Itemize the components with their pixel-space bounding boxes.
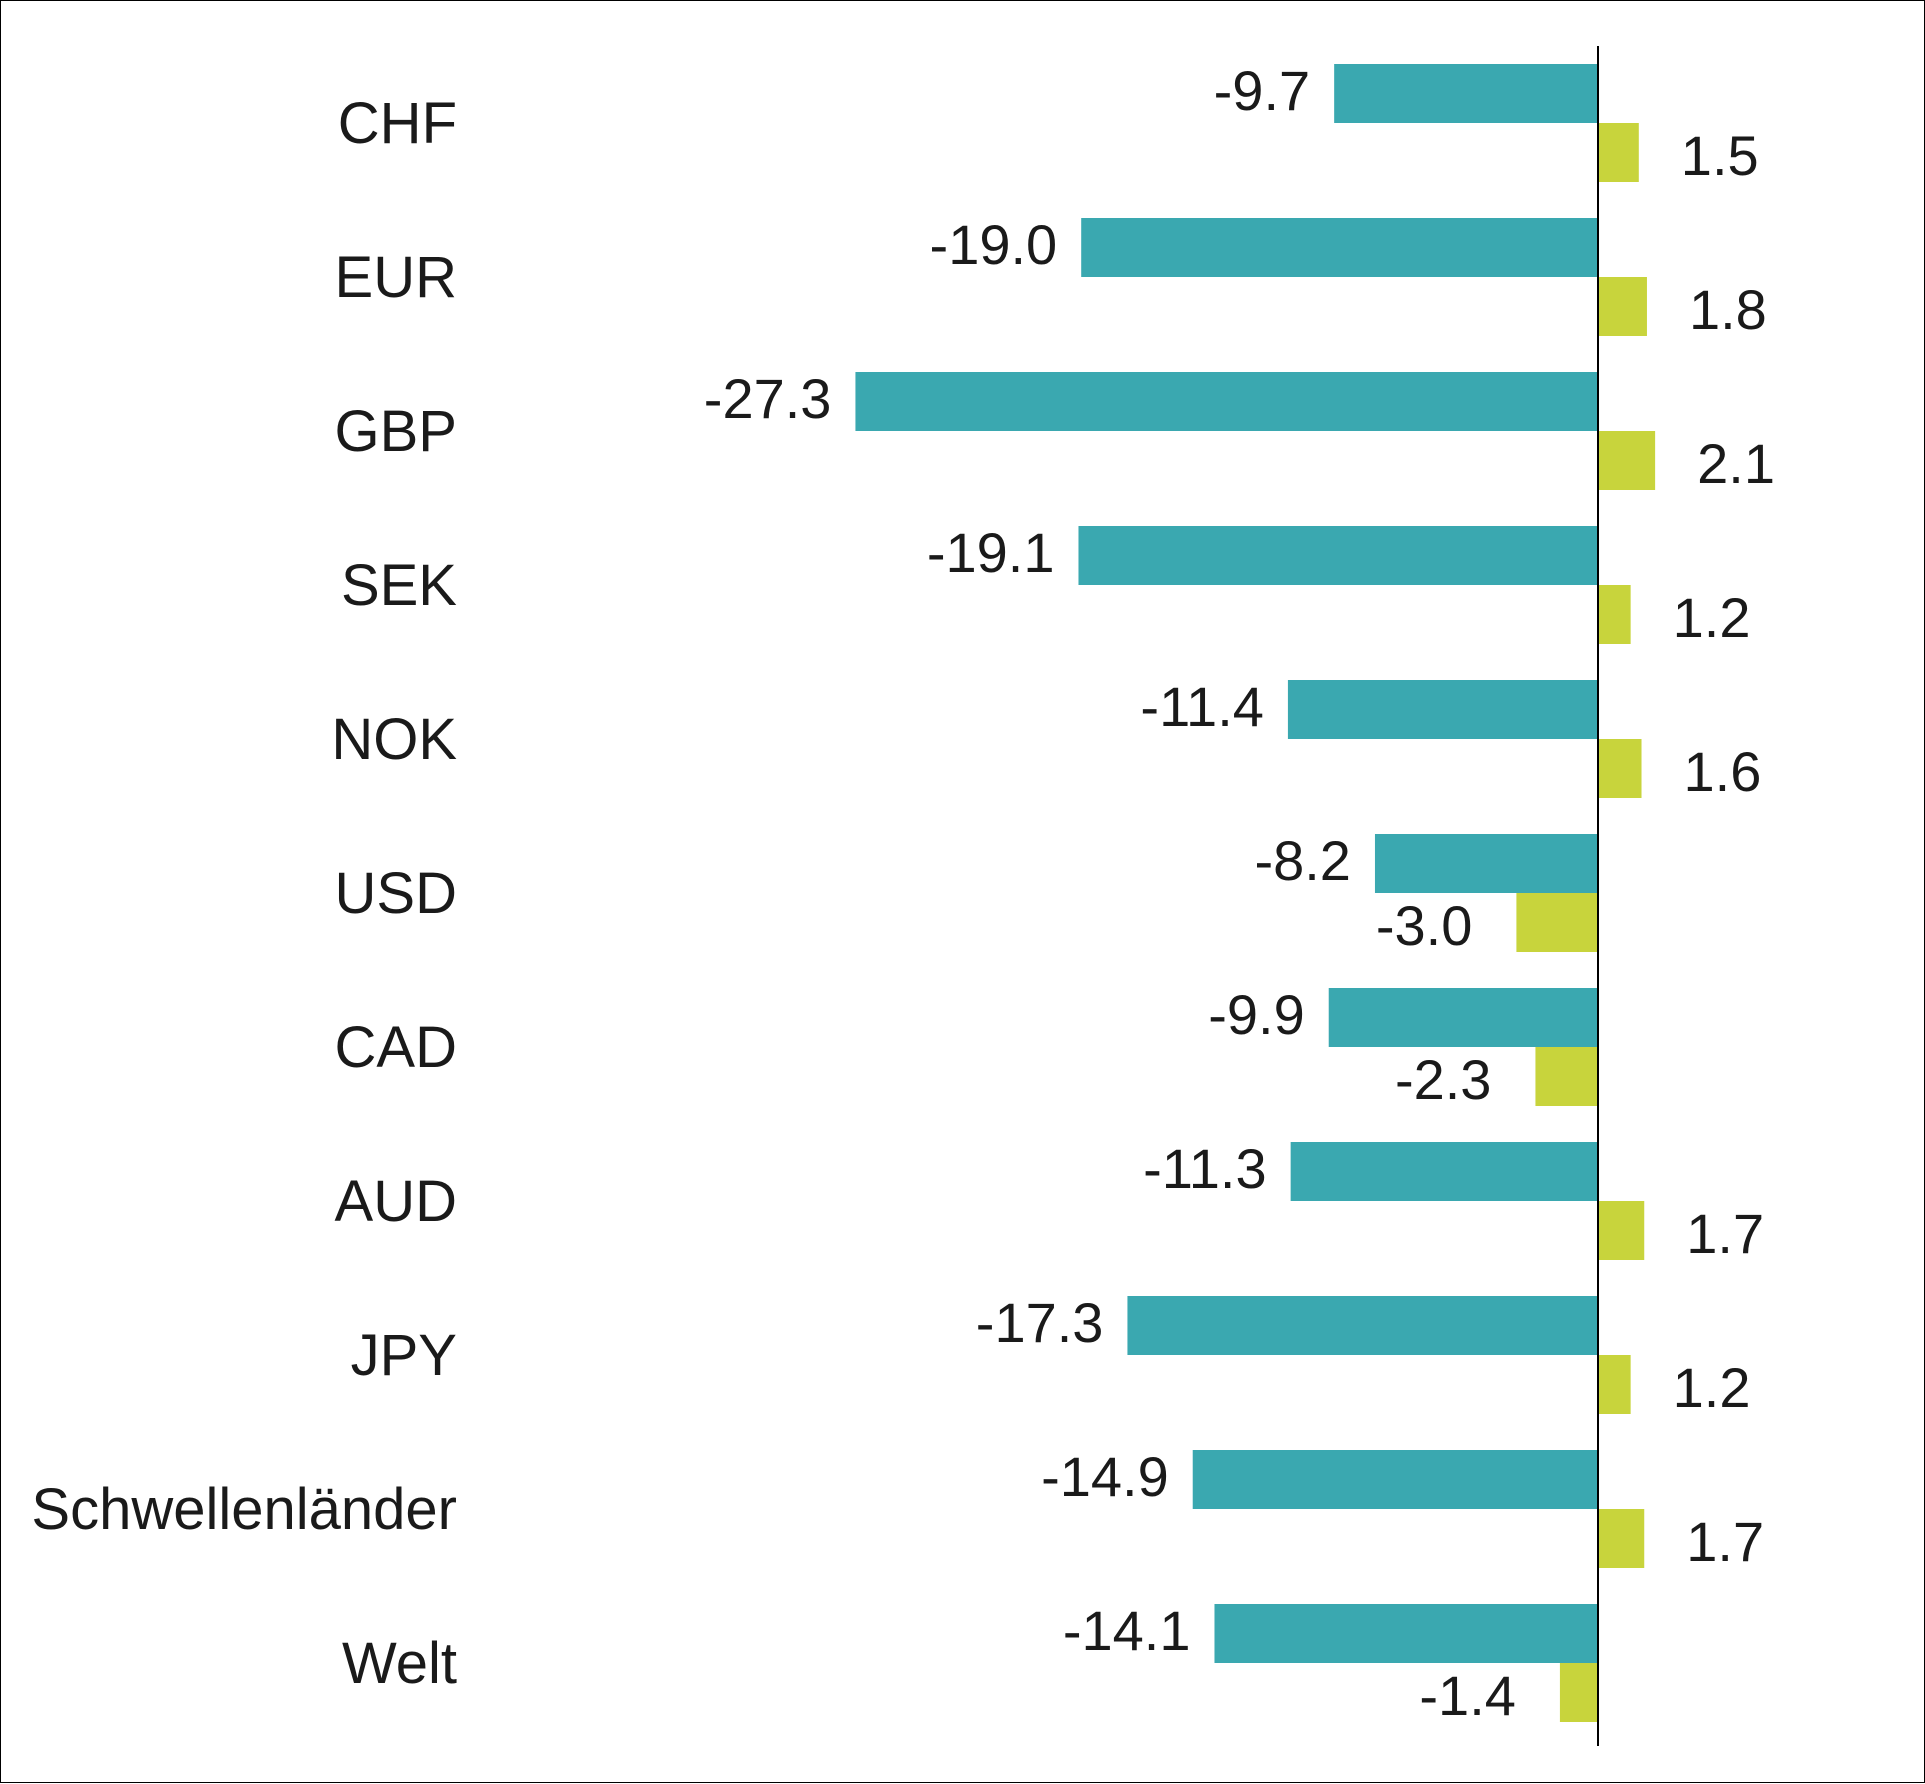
data-label-series-2: 2.1	[1697, 432, 1775, 495]
bar-series-2	[1598, 585, 1631, 644]
data-label-series-2: 1.2	[1673, 586, 1751, 649]
bar-series-1	[1078, 526, 1598, 585]
data-label-series-1: -14.1	[1063, 1599, 1191, 1662]
bar-series-1	[1374, 834, 1598, 893]
data-label-series-2: 1.2	[1673, 1356, 1751, 1419]
data-label-series-1: -19.1	[927, 521, 1055, 584]
data-label-series-1: -9.7	[1214, 59, 1311, 122]
data-label-series-1: -9.9	[1208, 983, 1305, 1046]
bar-series-1	[1287, 680, 1598, 739]
data-label-series-2: 1.5	[1681, 124, 1759, 187]
data-label-series-1: -8.2	[1254, 829, 1351, 892]
data-label-series-1: -11.4	[1140, 675, 1263, 738]
data-label-series-1: -14.9	[1041, 1445, 1169, 1508]
bar-series-2	[1598, 123, 1639, 182]
data-label-series-2: 1.7	[1686, 1202, 1764, 1265]
bar-series-1	[1127, 1296, 1598, 1355]
bar-series-1	[1192, 1450, 1598, 1509]
bar-series-1	[1214, 1604, 1598, 1663]
bar-series-2	[1598, 431, 1656, 490]
bar-series-2	[1559, 1663, 1598, 1722]
category-label: SEK	[341, 553, 457, 618]
category-label: EUR	[335, 245, 457, 310]
bar-series-1	[1328, 988, 1598, 1047]
category-label: USD	[335, 861, 457, 926]
bar-series-1	[1081, 218, 1598, 277]
data-label-series-1: -11.3	[1143, 1137, 1266, 1200]
category-label: AUD	[335, 1169, 457, 1234]
bar-series-2	[1598, 1355, 1631, 1414]
data-label-series-2: 1.7	[1686, 1510, 1764, 1573]
data-label-series-2: -3.0	[1376, 894, 1473, 957]
category-label: CAD	[335, 1015, 457, 1080]
bar-series-2	[1516, 893, 1598, 952]
bar-series-1	[855, 372, 1598, 431]
category-label: Welt	[342, 1631, 457, 1696]
category-label: JPY	[351, 1323, 457, 1388]
category-label: NOK	[331, 707, 457, 772]
data-label-series-2: 1.8	[1689, 278, 1767, 341]
bar-series-2	[1598, 277, 1647, 336]
bar-series-1	[1290, 1142, 1598, 1201]
category-label: CHF	[338, 91, 457, 156]
bar-series-2	[1535, 1047, 1598, 1106]
data-label-series-1: -19.0	[930, 213, 1058, 276]
bar-series-2	[1598, 1201, 1645, 1260]
data-label-series-2: 1.6	[1684, 740, 1762, 803]
data-label-series-1: -27.3	[704, 367, 832, 430]
data-label-series-2: -2.3	[1395, 1048, 1492, 1111]
category-label: Schwellenländer	[31, 1477, 457, 1542]
data-label-series-2: -1.4	[1419, 1664, 1516, 1727]
category-label: GBP	[335, 399, 458, 464]
bar-series-2	[1598, 1509, 1645, 1568]
bar-series-2	[1598, 739, 1642, 798]
data-label-series-1: -17.3	[976, 1291, 1104, 1354]
bar-series-1	[1334, 64, 1598, 123]
